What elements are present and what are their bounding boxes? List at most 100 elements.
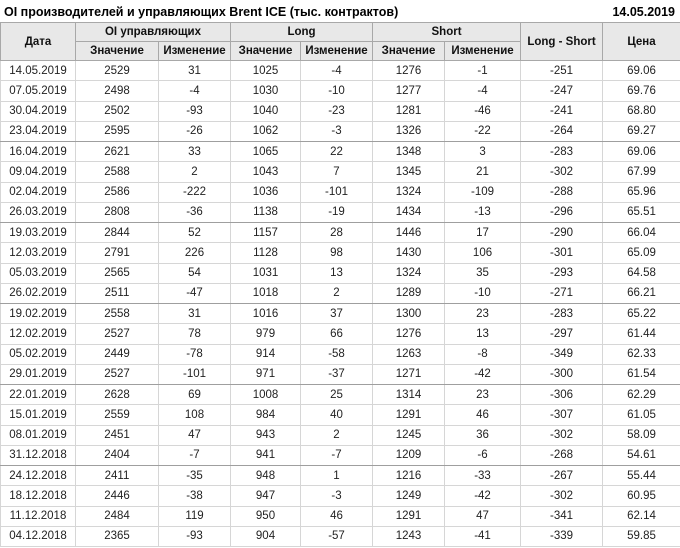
cell-price: 66.21: [602, 282, 680, 305]
cell-long-short: -251: [520, 59, 604, 82]
cell-long-change: -10: [299, 80, 374, 102]
col-group-long: Long: [229, 22, 374, 42]
cell-long-short: -302: [520, 424, 604, 446]
table-row: 12.02.2019 2527 78 979 66 1276 13 -297 61.44: [0, 323, 680, 345]
cell-price: 67.99: [602, 161, 680, 183]
col-header-price: Цена: [602, 22, 680, 61]
col-group-oi: OI управляющих: [75, 22, 231, 42]
cell-long-short: -268: [520, 444, 604, 467]
cell-oi-change: 54: [158, 262, 231, 284]
table-row: 14.05.2019 2529 31 1025 -4 1276 -1 -251 69.06: [0, 59, 680, 82]
cell-oi-value: 2621: [75, 140, 159, 163]
table-row: 26.03.2019 2808 -36 1138 -19 1434 -13 -296 65.51: [0, 201, 680, 224]
cell-short-change: -4: [444, 80, 522, 102]
cell-oi-value: 2565: [75, 262, 159, 284]
cell-date: 12.02.2019: [0, 323, 76, 345]
cell-short-value: 1314: [372, 383, 446, 406]
table-row: 19.02.2019 2558 31 1016 37 1300 23 -283 65.22: [0, 302, 680, 325]
cell-date: 22.01.2019: [0, 383, 76, 406]
cell-price: 54.61: [602, 444, 680, 467]
cell-oi-value: 2498: [75, 80, 159, 102]
cell-long-change: 22: [299, 140, 374, 163]
cell-long-short: -271: [520, 282, 604, 305]
cell-date: 23.04.2019: [0, 120, 76, 143]
cell-oi-change: 47: [158, 424, 231, 446]
cell-oi-value: 2559: [75, 404, 159, 426]
cell-date: 07.05.2019: [0, 80, 76, 102]
cell-oi-change: -4: [158, 80, 231, 102]
table-row: 26.02.2019 2511 -47 1018 2 1289 -10 -271 66.21: [0, 282, 680, 305]
cell-long-value: 984: [230, 404, 301, 426]
cell-price: 59.85: [602, 525, 680, 548]
table-header: Дата OI управляющих Long Short Long - Sh…: [0, 22, 680, 61]
cell-long-value: 1043: [230, 161, 301, 183]
cell-long-change: -3: [299, 120, 374, 143]
cell-oi-change: 2: [158, 161, 231, 183]
cell-short-value: 1300: [372, 302, 446, 325]
cell-price: 60.95: [602, 485, 680, 507]
cell-short-value: 1324: [372, 181, 446, 203]
cell-oi-change: -26: [158, 120, 231, 143]
cell-oi-value: 2451: [75, 424, 159, 446]
cell-long-value: 1157: [230, 221, 301, 244]
cell-price: 69.76: [602, 80, 680, 102]
cell-price: 68.80: [602, 100, 680, 122]
cell-oi-change: -93: [158, 100, 231, 122]
cell-oi-change: 33: [158, 140, 231, 163]
cell-short-change: 47: [444, 505, 522, 527]
cell-oi-value: 2511: [75, 282, 159, 305]
cell-long-value: 1030: [230, 80, 301, 102]
table-row: 31.12.2018 2404 -7 941 -7 1209 -6 -268 54.61: [0, 444, 680, 467]
col-header-date: Дата: [0, 22, 76, 61]
cell-long-value: 904: [230, 525, 301, 548]
table-row: 19.03.2019 2844 52 1157 28 1446 17 -290 66.04: [0, 221, 680, 244]
cell-long-value: 1040: [230, 100, 301, 122]
cell-short-value: 1276: [372, 59, 446, 82]
cell-long-short: -283: [520, 140, 604, 163]
col-header-oi-value: Значение: [75, 41, 159, 61]
cell-long-value: 1008: [230, 383, 301, 406]
cell-price: 62.14: [602, 505, 680, 527]
cell-long-short: -290: [520, 221, 604, 244]
cell-short-change: -46: [444, 100, 522, 122]
cell-long-value: 1025: [230, 59, 301, 82]
cell-long-change: -37: [299, 363, 374, 386]
cell-date: 05.02.2019: [0, 343, 76, 365]
cell-long-change: -101: [299, 181, 374, 203]
table-row: 11.12.2018 2484 119 950 46 1291 47 -341 62.14: [0, 505, 680, 527]
cell-long-change: -4: [299, 59, 374, 82]
cell-short-change: -42: [444, 363, 522, 386]
cell-short-change: 46: [444, 404, 522, 426]
cell-short-value: 1216: [372, 464, 446, 487]
cell-short-value: 1326: [372, 120, 446, 143]
cell-long-value: 950: [230, 505, 301, 527]
table-row: 12.03.2019 2791 226 1128 98 1430 106 -301 65.09: [0, 242, 680, 264]
cell-date: 04.12.2018: [0, 525, 76, 548]
title-bar: OI производителей и управляющих Brent IC…: [0, 0, 680, 22]
cell-short-change: -33: [444, 464, 522, 487]
cell-oi-change: 119: [158, 505, 231, 527]
cell-price: 61.05: [602, 404, 680, 426]
cell-price: 65.51: [602, 201, 680, 224]
cell-oi-change: 31: [158, 302, 231, 325]
cell-long-short: -300: [520, 363, 604, 386]
table-row: 04.12.2018 2365 -93 904 -57 1243 -41 -339 59.85: [0, 525, 680, 548]
header-group-row: Дата OI управляющих Long Short Long - Sh…: [0, 22, 680, 61]
cell-short-change: -41: [444, 525, 522, 548]
cell-long-short: -247: [520, 80, 604, 102]
header-sub-row: Значение Изменение Значение Изменение Зн…: [1, 41, 680, 61]
cell-long-value: 1128: [230, 242, 301, 264]
cell-short-value: 1291: [372, 505, 446, 527]
table-row: 02.04.2019 2586 -222 1036 -101 1324 -109 -288 65…: [0, 181, 680, 203]
cell-short-value: 1446: [372, 221, 446, 244]
cell-price: 55.44: [602, 464, 680, 487]
cell-short-value: 1209: [372, 444, 446, 467]
cell-long-short: -288: [520, 181, 604, 203]
cell-long-short: -307: [520, 404, 604, 426]
cell-oi-value: 2446: [75, 485, 159, 507]
cell-oi-change: -36: [158, 201, 231, 224]
cell-oi-value: 2586: [75, 181, 159, 203]
cell-short-change: 3: [444, 140, 522, 163]
cell-short-value: 1348: [372, 140, 446, 163]
